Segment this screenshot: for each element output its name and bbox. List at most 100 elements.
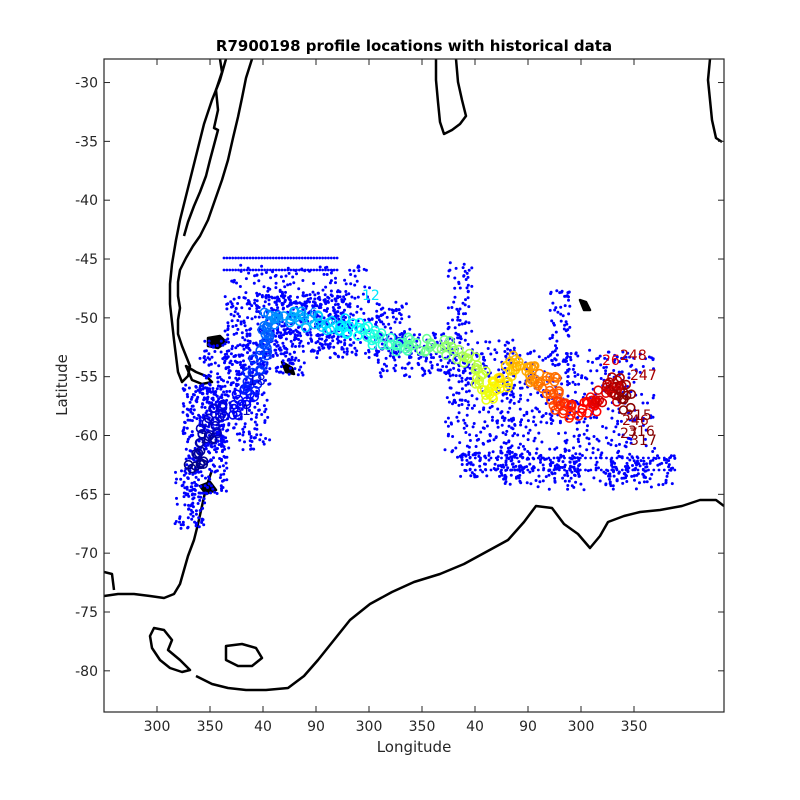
historical-point bbox=[482, 357, 485, 361]
historical-point bbox=[241, 448, 245, 452]
historical-point bbox=[384, 356, 388, 360]
historical-point bbox=[553, 308, 557, 312]
historical-point bbox=[225, 302, 229, 306]
historical-point bbox=[188, 400, 192, 404]
historical-point bbox=[203, 491, 207, 495]
historical-point bbox=[195, 521, 199, 525]
historical-point bbox=[226, 327, 230, 331]
historical-point bbox=[456, 455, 459, 459]
historical-point bbox=[523, 465, 527, 469]
historical-point bbox=[555, 446, 559, 450]
historical-point bbox=[322, 316, 326, 320]
historical-point bbox=[227, 446, 231, 450]
historical-point bbox=[280, 294, 284, 298]
historical-point bbox=[393, 358, 397, 362]
historical-point bbox=[526, 352, 530, 356]
historical-point bbox=[661, 483, 665, 486]
historical-point bbox=[460, 322, 464, 326]
historical-point bbox=[578, 444, 582, 448]
profile-marker bbox=[525, 377, 535, 388]
historical-point bbox=[174, 520, 178, 523]
historical-point bbox=[383, 325, 387, 329]
historical-point bbox=[473, 475, 477, 479]
historical-point bbox=[257, 268, 261, 272]
historical-point bbox=[617, 471, 621, 475]
profile-marker bbox=[187, 463, 197, 474]
historical-point bbox=[345, 352, 349, 356]
historical-point bbox=[248, 432, 252, 436]
historical-point bbox=[318, 342, 322, 346]
historical-point bbox=[592, 435, 596, 438]
historical-point bbox=[223, 447, 227, 451]
historical-point bbox=[219, 473, 223, 477]
historical-point bbox=[466, 290, 470, 294]
historical-point bbox=[190, 481, 194, 485]
historical-point bbox=[220, 440, 224, 444]
historical-point bbox=[664, 481, 668, 485]
historical-point bbox=[224, 367, 228, 371]
historical-point bbox=[557, 468, 561, 472]
historical-point bbox=[192, 408, 196, 412]
historical-point bbox=[447, 326, 451, 329]
historical-point bbox=[443, 371, 447, 374]
historical-point bbox=[230, 319, 234, 323]
historical-point bbox=[223, 295, 227, 299]
historical-point bbox=[649, 414, 653, 418]
historical-point bbox=[620, 468, 624, 472]
historical-point bbox=[632, 380, 636, 384]
x-tick-label: 300 bbox=[144, 719, 171, 735]
historical-point bbox=[255, 310, 259, 313]
historical-point bbox=[664, 478, 668, 482]
historical-point bbox=[203, 484, 207, 488]
historical-point bbox=[446, 424, 450, 428]
historical-point bbox=[540, 415, 544, 419]
historical-point bbox=[493, 348, 497, 352]
historical-point bbox=[599, 377, 603, 380]
historical-point bbox=[222, 472, 226, 476]
historical-point bbox=[306, 256, 310, 260]
historical-point bbox=[574, 351, 578, 355]
historical-point bbox=[634, 368, 638, 372]
historical-point bbox=[361, 292, 365, 296]
historical-point bbox=[234, 268, 238, 272]
historical-point bbox=[222, 256, 226, 260]
historical-point bbox=[418, 333, 422, 337]
historical-point bbox=[194, 512, 198, 516]
historical-point bbox=[656, 454, 659, 458]
historical-point bbox=[597, 439, 601, 443]
historical-point bbox=[314, 303, 317, 307]
historical-point bbox=[301, 349, 305, 353]
historical-point bbox=[390, 308, 394, 312]
historical-point bbox=[591, 360, 594, 364]
historical-point bbox=[549, 290, 553, 294]
historical-point bbox=[350, 350, 354, 354]
historical-point bbox=[505, 456, 509, 460]
historical-point bbox=[238, 432, 242, 436]
historical-point bbox=[189, 485, 193, 489]
historical-point bbox=[234, 422, 238, 426]
historical-point bbox=[576, 354, 580, 358]
historical-point bbox=[605, 456, 608, 460]
historical-point bbox=[508, 452, 512, 456]
historical-point bbox=[528, 470, 532, 474]
profile-marker bbox=[299, 312, 310, 322]
historical-point bbox=[281, 359, 285, 363]
profile-marker bbox=[233, 394, 244, 405]
historical-point bbox=[502, 441, 506, 445]
historical-point bbox=[525, 481, 529, 485]
historical-point bbox=[271, 296, 274, 300]
historical-point bbox=[286, 327, 289, 331]
historical-point bbox=[532, 466, 536, 470]
historical-point bbox=[377, 303, 381, 307]
historical-point bbox=[515, 456, 519, 460]
historical-point bbox=[293, 367, 297, 371]
historical-point bbox=[178, 520, 181, 524]
profile-marker bbox=[252, 379, 263, 389]
profile-marker bbox=[453, 344, 464, 355]
historical-point bbox=[281, 341, 285, 345]
historical-point bbox=[182, 495, 186, 499]
historical-point bbox=[650, 472, 654, 476]
historical-point bbox=[218, 465, 222, 469]
historical-point bbox=[496, 407, 500, 411]
historical-point bbox=[201, 506, 205, 510]
